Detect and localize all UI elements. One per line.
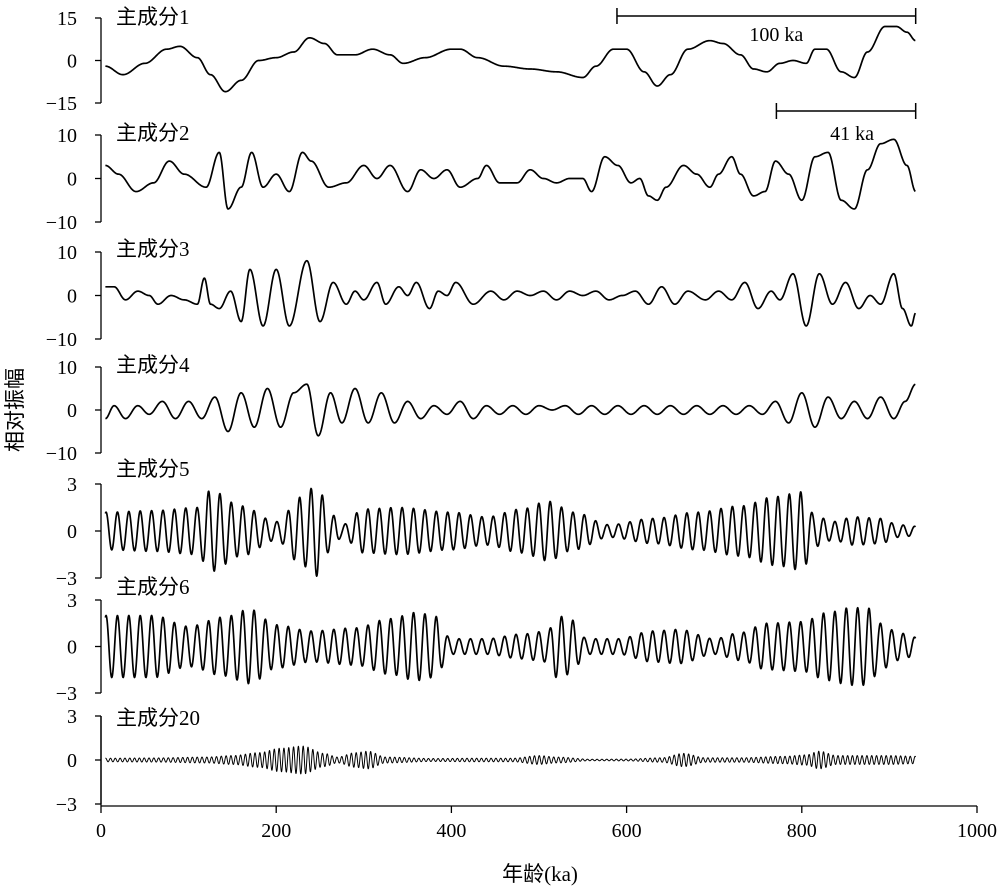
y-tick-label: 0 bbox=[67, 750, 77, 772]
scale-bars: 100 ka 41 ka bbox=[616, 8, 917, 145]
series-line bbox=[105, 138, 916, 210]
panel-label: 主成分5 bbox=[116, 457, 190, 481]
panel-label: 主成分20 bbox=[116, 706, 200, 730]
series-line bbox=[104, 606, 917, 687]
panel-5: 3 0 −3 主成分5 bbox=[56, 457, 917, 590]
series-line bbox=[105, 25, 916, 93]
scale-bar-label: 41 ka bbox=[830, 123, 874, 145]
scale-bar: 41 ka bbox=[775, 103, 917, 145]
x-tick-label: 400 bbox=[436, 820, 466, 842]
x-axis: 0 200 400 600 800 1000 bbox=[96, 716, 997, 842]
panel-6: 3 0 −3 主成分6 bbox=[56, 575, 917, 705]
series-line bbox=[104, 487, 917, 577]
series-line bbox=[105, 745, 917, 775]
x-tick-label: 200 bbox=[261, 820, 291, 842]
series-line bbox=[105, 383, 916, 437]
x-tick-label: 600 bbox=[612, 820, 642, 842]
y-tick-label: −10 bbox=[46, 443, 77, 465]
y-tick-label: −15 bbox=[46, 93, 77, 115]
y-tick-label: 0 bbox=[67, 169, 77, 191]
x-tick-label: 0 bbox=[96, 820, 106, 842]
y-tick-label: 0 bbox=[67, 637, 77, 659]
y-tick-label: 10 bbox=[57, 242, 77, 264]
y-tick-label: 0 bbox=[67, 400, 77, 422]
scale-bar: 100 ka bbox=[616, 8, 917, 46]
y-tick-label: −10 bbox=[46, 329, 77, 351]
x-tick-label: 800 bbox=[787, 820, 817, 842]
y-tick-label: 10 bbox=[57, 125, 77, 147]
y-tick-label: 0 bbox=[67, 286, 77, 308]
panel-label: 主成分1 bbox=[116, 5, 190, 29]
y-tick-label: 10 bbox=[57, 357, 77, 379]
panel-label: 主成分2 bbox=[116, 121, 190, 145]
panel-1: 15 0 −15 主成分1 bbox=[46, 5, 916, 115]
panel-4: 10 0 −10 主成分4 bbox=[46, 353, 916, 465]
y-tick-label: 3 bbox=[67, 706, 77, 728]
series-line bbox=[105, 259, 917, 327]
panel-7: 3 0 −3 主成分20 bbox=[56, 706, 917, 816]
y-axis-title: 相对振幅 bbox=[3, 368, 27, 452]
panel-label: 主成分3 bbox=[116, 237, 190, 261]
scale-bar-label: 100 ka bbox=[749, 24, 803, 46]
y-tick-label: 3 bbox=[67, 474, 77, 496]
panel-2: 10 0 −10 主成分2 bbox=[46, 121, 916, 234]
y-tick-label: 3 bbox=[67, 590, 77, 612]
y-tick-label: 15 bbox=[57, 8, 77, 30]
x-tick-label: 1000 bbox=[957, 820, 997, 842]
y-tick-label: −3 bbox=[56, 568, 77, 590]
panel-label: 主成分6 bbox=[116, 575, 190, 599]
panels-group: 15 0 −15 主成分1 10 0 −10 主成分2 10 0 −10 主成分3 10 0 −10 主成分4… bbox=[46, 5, 917, 816]
y-tick-label: −3 bbox=[56, 683, 77, 705]
panel-3: 10 0 −10 主成分3 bbox=[46, 237, 917, 351]
y-tick-label: −10 bbox=[46, 212, 77, 234]
y-tick-label: 0 bbox=[67, 51, 77, 73]
panel-label: 主成分4 bbox=[116, 353, 190, 377]
y-tick-label: −3 bbox=[56, 794, 77, 816]
x-axis-title: 年龄(ka) bbox=[502, 862, 578, 886]
y-tick-label: 0 bbox=[67, 521, 77, 543]
